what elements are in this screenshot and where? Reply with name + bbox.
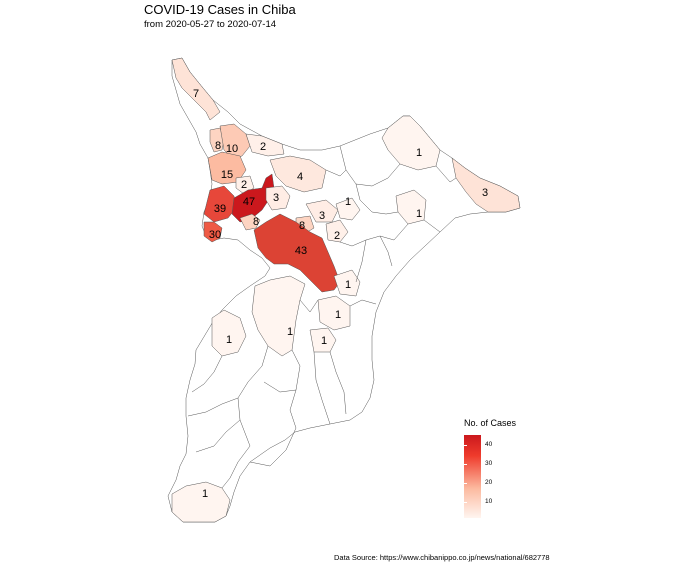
region-narashino — [239, 213, 261, 231]
region-case-count: 47 — [243, 196, 255, 208]
region-mobara — [317, 295, 351, 331]
region-case-count: 1 — [335, 309, 341, 321]
region-case-count: 30 — [209, 229, 221, 241]
region-urayasu — [203, 221, 223, 243]
region-case-count: 8 — [253, 216, 259, 228]
region-case-count: 1 — [345, 196, 351, 208]
region-inzai — [269, 155, 327, 193]
region-yachiyo — [265, 185, 291, 211]
region-case-count: 3 — [273, 192, 279, 204]
region-case-count: 39 — [214, 203, 226, 215]
legend-title: No. of Cases — [464, 418, 517, 428]
map-subtitle: from 2020-05-27 to 2020-07-14 — [144, 19, 277, 30]
region-case-count: 1 — [416, 208, 422, 220]
region-chiba-city — [253, 213, 341, 293]
legend-tick: 20 — [463, 479, 493, 486]
municipal-boundaries — [187, 145, 457, 489]
legend-tick: 30 — [463, 460, 493, 467]
region-case-count: 15 — [221, 169, 233, 181]
region-yachimata — [325, 219, 349, 243]
region-ichihara-north — [251, 275, 306, 357]
region-case-count: 8 — [215, 140, 221, 152]
data-source-note: Data Source: https://www.chibanippo.co.j… — [334, 553, 550, 562]
legend-tick: 10 — [463, 498, 493, 505]
region-chonan — [309, 327, 337, 353]
region-matsudo — [207, 151, 247, 185]
map-title: COVID-19 Cases in Chiba — [144, 2, 296, 17]
region-noda — [171, 57, 221, 121]
region-nagareyama — [209, 127, 225, 153]
region-minamiboso — [171, 481, 231, 523]
region-case-count: 2 — [334, 230, 340, 242]
region-sodegaura — [211, 309, 247, 357]
region-sakura — [305, 199, 339, 223]
region-case-count: 1 — [226, 334, 232, 346]
legend: No. of Cases 40 30 20 10 — [463, 418, 544, 518]
region-case-count: 1 — [202, 488, 208, 500]
region-case-count: 1 — [416, 147, 422, 159]
region-case-count: 7 — [193, 88, 199, 100]
region-case-count: 43 — [295, 245, 307, 257]
region-case-count: 2 — [241, 179, 247, 191]
region-abiko — [245, 133, 285, 157]
region-tomisato — [335, 197, 361, 221]
region-case-count: 8 — [299, 220, 305, 232]
legend-tick: 40 — [463, 441, 493, 448]
region-kashiwa — [219, 123, 251, 159]
region-case-count: 2 — [260, 141, 266, 153]
region-oamishirasato — [333, 269, 361, 297]
legend-color-bar — [464, 435, 481, 518]
region-case-count: 4 — [297, 171, 303, 183]
region-case-count: 1 — [321, 335, 327, 347]
region-case-count: 1 — [287, 326, 293, 338]
region-case-count: 3 — [319, 210, 325, 222]
region-case-count: 3 — [482, 187, 488, 199]
region-choshi — [451, 157, 521, 213]
region-case-count: 1 — [345, 279, 351, 291]
region-katori — [381, 115, 441, 171]
region-case-count: 10 — [226, 143, 238, 155]
